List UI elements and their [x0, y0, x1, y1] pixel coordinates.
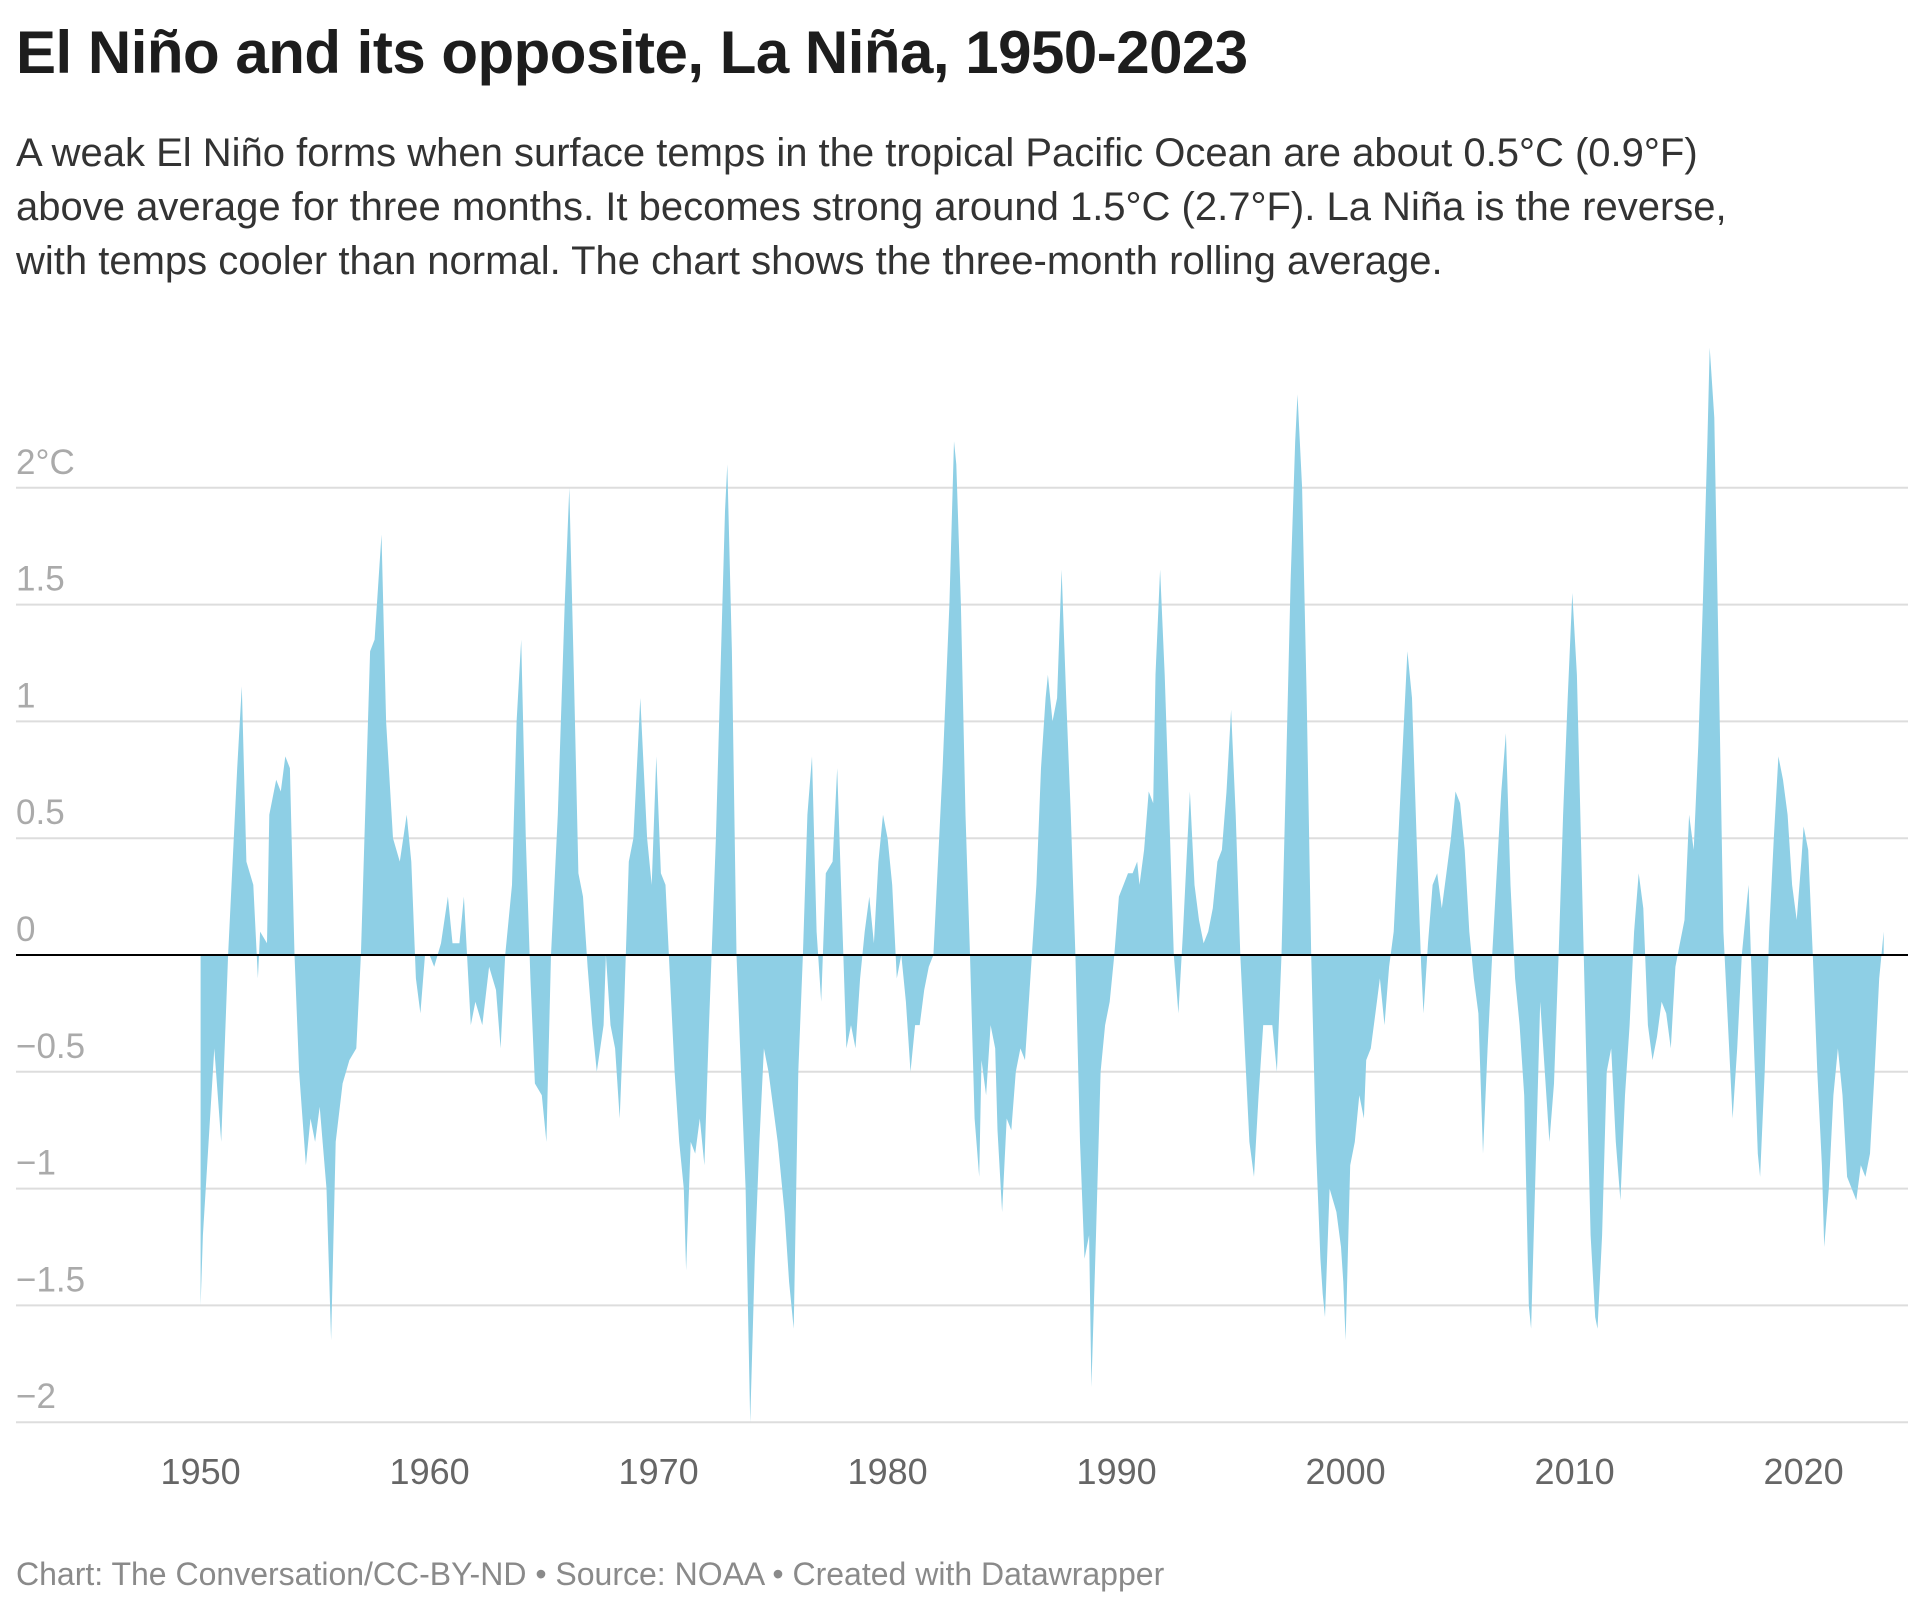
- y-tick-label: −1.5: [16, 1260, 85, 1299]
- subtitle-line: A weak El Niño forms when surface temps …: [16, 131, 1698, 175]
- y-tick-label: −2: [16, 1377, 56, 1416]
- x-tick-label: 2010: [1535, 1451, 1615, 1492]
- x-tick-label: 1960: [390, 1451, 470, 1492]
- x-axis: 1950 1960 1970 1980 1990 2000 2010 2020: [161, 1451, 1844, 1492]
- y-tick-label: 2°C: [16, 443, 75, 482]
- x-tick-label: 2000: [1306, 1451, 1386, 1492]
- x-tick-label: 2020: [1764, 1451, 1844, 1492]
- x-tick-label: 1970: [619, 1451, 699, 1492]
- y-tick-label: 0.5: [16, 793, 65, 832]
- anomaly-area: [200, 347, 1884, 1423]
- chart-title: El Niño and its opposite, La Niña, 1950-…: [16, 19, 1248, 86]
- subtitle-line: with temps cooler than normal. The chart…: [16, 239, 1443, 283]
- y-tick-label: −1: [16, 1144, 56, 1183]
- y-axis: 2°C 1.5 1 0.5 0 −0.5 −1 −1.5 −2: [16, 443, 85, 1416]
- y-tick-label: 0: [16, 910, 35, 949]
- x-tick-label: 1990: [1077, 1451, 1157, 1492]
- y-tick-label: 1.5: [16, 560, 65, 599]
- x-tick-label: 1980: [848, 1451, 928, 1492]
- x-tick-label: 1950: [161, 1451, 241, 1492]
- subtitle-line: above average for three months. It becom…: [16, 185, 1727, 229]
- y-tick-label: −0.5: [16, 1027, 85, 1066]
- chart-subtitle: A weak El Niño forms when surface temps …: [16, 126, 1727, 288]
- chart-footer: Chart: The Conversation/CC-BY-ND • Sourc…: [16, 1556, 1165, 1592]
- area-layer: [200, 347, 1884, 1423]
- y-tick-label: 1: [16, 676, 35, 715]
